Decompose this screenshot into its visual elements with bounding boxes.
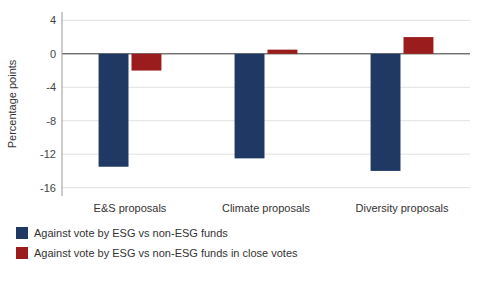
x-tick-label: Climate proposals	[222, 202, 311, 214]
grid	[62, 20, 470, 187]
y-axis-label: Percentage points	[6, 59, 18, 148]
y-tick-label: 0	[50, 48, 56, 60]
y-tick-label: -16	[40, 182, 56, 194]
y-axis-line	[62, 12, 63, 196]
legend-swatch	[16, 247, 28, 259]
bar	[404, 37, 434, 54]
bar	[132, 54, 162, 71]
bar	[235, 54, 265, 159]
bar	[268, 50, 298, 54]
grid-line	[62, 187, 470, 188]
grid-line	[62, 20, 470, 21]
legend-label: Against vote by ESG vs non-ESG funds in …	[34, 247, 298, 259]
y-tick-label: 4	[50, 14, 56, 26]
y-tick-label: -8	[46, 115, 56, 127]
x-tick-label: Diversity proposals	[356, 202, 449, 214]
chart: 4 0 -4 -8 -12 -16 Percentage points E&S proposa…	[0, 0, 480, 288]
legend: Against vote by ESG vs non-ESG funds Agai…	[16, 227, 298, 259]
legend-label: Against vote by ESG vs non-ESG funds	[34, 227, 228, 239]
y-tick-label: -4	[46, 81, 56, 93]
bars	[99, 37, 434, 171]
bar	[99, 54, 129, 167]
legend-swatch	[16, 227, 28, 239]
y-tick-label: -12	[40, 148, 56, 160]
x-tick-label: E&S proposals	[94, 202, 167, 214]
bar	[371, 54, 401, 171]
